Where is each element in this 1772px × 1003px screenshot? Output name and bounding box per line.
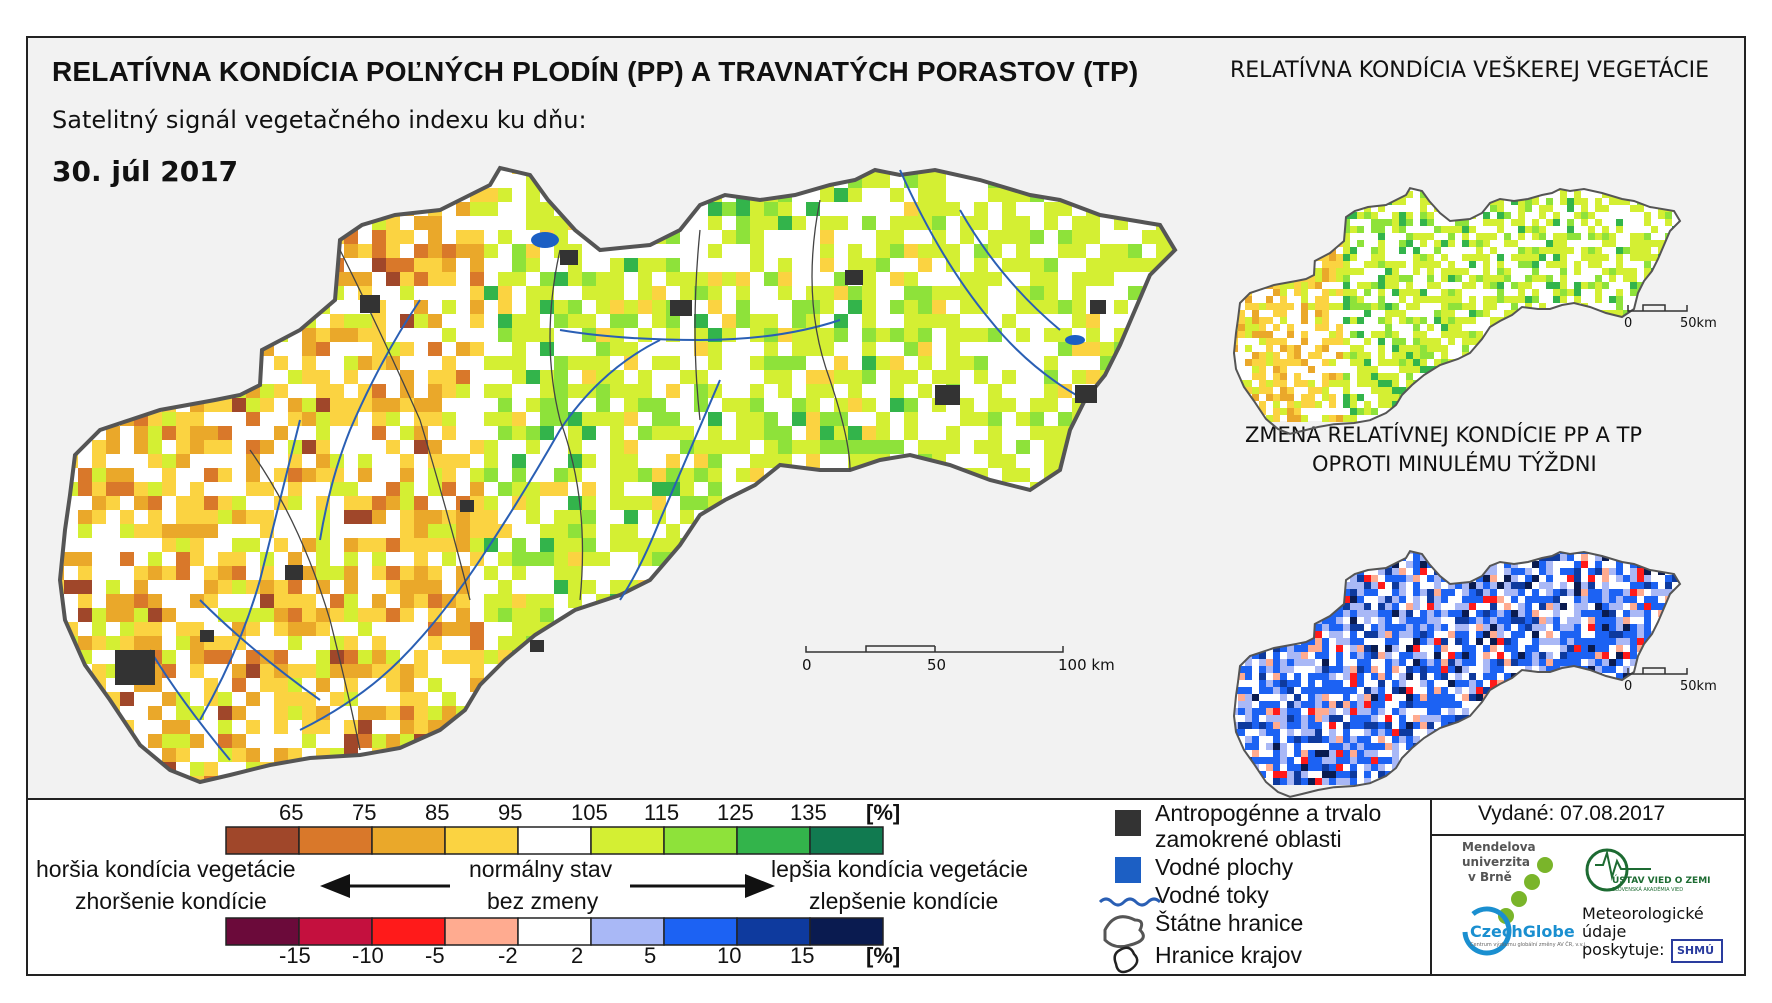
anthropogenic-label-2: zamokrené oblasti — [1155, 826, 1342, 852]
condition-tick: 135 — [790, 800, 827, 825]
condition-tick: 65 — [279, 800, 304, 825]
change-swatch — [444, 917, 519, 946]
change-swatch — [371, 917, 446, 946]
all-vegetation-map — [1234, 188, 1680, 422]
issued-date: Vydané: 07.08.2017 — [1478, 802, 1666, 825]
anthropogenic-symbol — [1115, 810, 1141, 836]
uvoz-logo — [1585, 848, 1651, 892]
better-change-label: zlepšenie kondície — [809, 888, 999, 914]
condition-swatch — [809, 826, 884, 855]
condition-tick: 85 — [425, 800, 450, 825]
mendel-text-3: v Brně — [1468, 870, 1512, 884]
shmu-logo — [1671, 939, 1723, 963]
issued-separator — [1430, 834, 1744, 836]
map-subtitle: Satelitný signál vegetačného indexu ku d… — [52, 106, 587, 134]
region-border-label: Hranice krajov — [1155, 942, 1302, 968]
scalebar-main-50: 50 — [927, 656, 947, 674]
region-borders-main — [249, 199, 851, 751]
change-swatch — [225, 917, 300, 946]
map-title: RELATÍVNA KONDÍCIA POĽNÝCH PLODÍN (PP) A… — [52, 56, 1139, 87]
publisher-separator — [1430, 798, 1432, 974]
change-map — [1234, 551, 1680, 785]
czechglobe-text: CzechGlobe — [1470, 922, 1575, 941]
change-title-line1: ZMENA RELATÍVNEJ KONDÍCIE PP A TP — [1245, 423, 1643, 447]
all-vegetation-title: RELATÍVNA KONDÍCIA VEŠKEREJ VEGETÁCIE — [1230, 58, 1710, 83]
condition-swatch — [736, 826, 811, 855]
condition-swatch — [225, 826, 300, 855]
change-swatch — [736, 917, 811, 946]
condition-tick: 95 — [498, 800, 523, 825]
normal-label: normálny stav — [469, 856, 613, 882]
scalebar-main-100: 100 km — [1058, 656, 1115, 674]
water-body-symbol — [1115, 857, 1141, 883]
water-bodies-main — [531, 232, 1085, 345]
change-tick: 2 — [571, 943, 584, 968]
czechglobe-subtext: Centrum výzkumu globální změny AV ČR, v.… — [1470, 942, 1587, 948]
change-swatch — [663, 917, 738, 946]
state-border-symbol — [1103, 915, 1145, 949]
rivers-main — [149, 169, 1086, 761]
change-tick: 10 — [717, 943, 742, 968]
change-swatch — [590, 917, 665, 946]
condition-swatch — [444, 826, 519, 855]
condition-tick: 125 — [717, 800, 754, 825]
condition-swatch — [590, 826, 665, 855]
condition-tick: 75 — [352, 800, 377, 825]
rivers-label: Vodné toky — [1155, 882, 1269, 908]
uvoz-subtext: SLOVENSKÁ AKADÉMIA VIED — [1612, 887, 1684, 893]
mendel-text-1: Mendelova — [1462, 840, 1536, 854]
urban-areas-main — [115, 250, 1106, 685]
condition-color-bar — [225, 826, 884, 855]
scalebar-sm2 — [1627, 667, 1688, 675]
mendel-text-2: univerzita — [1462, 855, 1531, 869]
condition-swatch — [371, 826, 446, 855]
condition-swatch — [517, 826, 592, 855]
condition-tick: 105 — [571, 800, 608, 825]
czechglobe-logo — [1462, 906, 1512, 956]
scalebar-main-0: 0 — [802, 656, 812, 674]
met-text-1: Meteorologické — [1582, 904, 1704, 923]
scalebar-sm1-0: 0 — [1624, 316, 1633, 331]
water-bodies-label: Vodné plochy — [1155, 854, 1294, 880]
no-change-label: bez zmeny — [487, 888, 599, 914]
change-tick: -10 — [352, 943, 384, 968]
river-symbol — [1098, 897, 1162, 907]
anthropogenic-label-1: Antropogénne a trvalo — [1155, 800, 1382, 826]
change-tick: 5 — [644, 943, 657, 968]
scalebar-sm1-50: 50km — [1680, 316, 1717, 331]
legend-separator — [28, 798, 1744, 800]
condition-swatch — [298, 826, 373, 855]
shmu-text: SHMÚ — [1677, 944, 1715, 957]
scalebar-sm2-50: 50km — [1680, 679, 1717, 694]
condition-tick: 115 — [644, 800, 680, 825]
state-border-label: Štátne hranice — [1155, 910, 1304, 936]
condition-swatch — [663, 826, 738, 855]
change-color-bar — [225, 917, 884, 946]
change-swatch — [298, 917, 373, 946]
met-text-2: údaje — [1582, 922, 1627, 941]
uvoz-text: ÚSTAV VIED O ZEMI — [1612, 876, 1711, 886]
change-swatch — [517, 917, 592, 946]
better-label: lepšia kondícia vegetácie — [771, 856, 1028, 882]
scalebar-main — [805, 645, 1064, 653]
change-tick: 15 — [790, 943, 815, 968]
worse-label: horšia kondícia vegetácie — [36, 856, 296, 882]
region-border-symbol — [1113, 946, 1139, 974]
main-condition-map — [60, 168, 1175, 782]
worse-change-label: zhoršenie kondície — [75, 888, 267, 914]
change-tick: -15 — [279, 943, 311, 968]
condition-unit: [%] — [866, 800, 901, 825]
scalebar-sm1 — [1627, 304, 1688, 312]
scalebar-sm2-0: 0 — [1624, 679, 1633, 694]
map-date: 30. júl 2017 — [52, 155, 239, 188]
change-swatch — [809, 917, 884, 946]
change-tick: -2 — [498, 943, 518, 968]
change-title-line2: OPROTI MINULÉMU TÝŽDNI — [1312, 452, 1597, 476]
change-unit: [%] — [866, 943, 901, 968]
arrow-right — [630, 874, 775, 898]
change-tick: -5 — [425, 943, 445, 968]
arrow-left — [320, 874, 450, 898]
met-text-3: poskytuje: — [1582, 940, 1665, 959]
